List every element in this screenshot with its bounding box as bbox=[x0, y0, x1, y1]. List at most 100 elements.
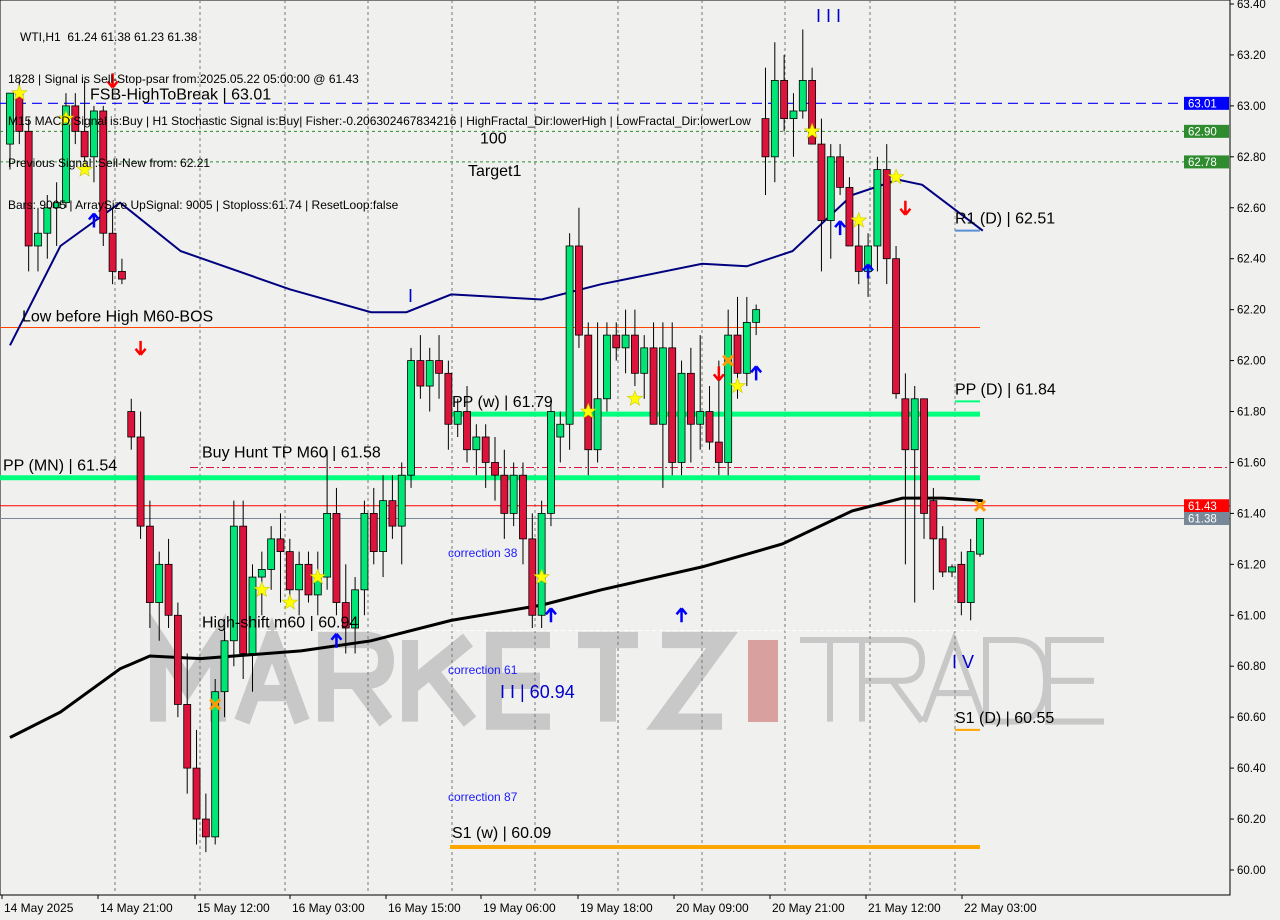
candle bbox=[118, 258, 126, 285]
time-tick-label: 16 May 15:00 bbox=[388, 901, 461, 915]
bear-candle-body bbox=[584, 334, 593, 451]
candle bbox=[826, 144, 835, 259]
star-icon bbox=[729, 377, 746, 394]
candle bbox=[556, 411, 565, 463]
price-axis-bg bbox=[1231, 0, 1280, 920]
candle bbox=[565, 233, 574, 450]
candle bbox=[966, 538, 975, 621]
bull-candle-body bbox=[453, 411, 462, 425]
candle bbox=[90, 105, 98, 183]
bull-candle-body bbox=[593, 398, 602, 451]
candle bbox=[612, 322, 621, 361]
watermark-letter bbox=[800, 636, 860, 722]
level-label: S1 (w) | 60.09 bbox=[452, 825, 551, 842]
bull-candle-body bbox=[360, 513, 369, 591]
bull-candle-body bbox=[509, 474, 518, 514]
candle bbox=[407, 347, 415, 488]
bull-candle-body bbox=[658, 347, 667, 425]
bull-candle-body bbox=[34, 232, 42, 247]
watermark-letter bbox=[150, 613, 226, 722]
bear-candle-body bbox=[444, 372, 453, 425]
levels bbox=[0, 102, 1230, 850]
candle bbox=[705, 386, 714, 450]
level-label: Low before High M60-BOS bbox=[22, 308, 213, 325]
time-tick-label: 19 May 18:00 bbox=[580, 901, 653, 915]
bull-candle-body bbox=[696, 411, 705, 425]
bear-candle-body bbox=[164, 563, 173, 616]
candle bbox=[276, 513, 285, 603]
bear-candle-body bbox=[631, 334, 639, 374]
bear-candle-body bbox=[173, 614, 182, 705]
candle bbox=[351, 577, 359, 654]
bull-candle-body bbox=[603, 334, 611, 400]
bear-candle-body bbox=[435, 360, 443, 374]
bear-candle-body bbox=[575, 245, 583, 336]
bull-candle-body bbox=[155, 563, 164, 603]
candle bbox=[976, 518, 984, 557]
candle bbox=[127, 398, 136, 450]
bear-candle-body bbox=[416, 360, 425, 387]
price-tick-label: 63.40 bbox=[1237, 0, 1266, 11]
bear-candle-body bbox=[836, 156, 844, 188]
candle bbox=[220, 628, 229, 718]
bear-candle-body bbox=[761, 118, 770, 158]
bull-candle-body bbox=[798, 80, 807, 112]
bull-candle-body bbox=[724, 334, 733, 463]
signal-line: 1828 | Signal is Sell-Stop-psar from:202… bbox=[8, 72, 359, 86]
up-arrow-icon bbox=[330, 632, 343, 648]
bull-candle-body bbox=[248, 576, 257, 654]
time-tick-label: 16 May 03:00 bbox=[292, 901, 365, 915]
candle bbox=[332, 487, 341, 616]
star-icon bbox=[10, 84, 28, 101]
bear-candle-body bbox=[276, 538, 285, 553]
correction-38-label: correction 38 bbox=[448, 546, 518, 560]
candle bbox=[43, 195, 52, 259]
bull-candle-body bbox=[966, 551, 975, 603]
candle bbox=[304, 551, 313, 603]
candle bbox=[155, 551, 164, 641]
candle bbox=[789, 93, 798, 157]
bull-candle-body bbox=[407, 360, 415, 476]
wave-3-label: I I I bbox=[816, 6, 841, 26]
candle bbox=[52, 182, 61, 246]
time-tick-label: 14 May 2025 bbox=[4, 901, 74, 915]
candle bbox=[239, 500, 248, 679]
candle bbox=[500, 449, 509, 539]
candle bbox=[360, 500, 369, 616]
star-icon bbox=[281, 593, 299, 610]
candle bbox=[668, 322, 677, 476]
cross-icon bbox=[209, 698, 222, 711]
star-icon bbox=[850, 211, 868, 228]
level-label: PP (D) | 61.84 bbox=[955, 381, 1056, 398]
correction-87-label: correction 87 bbox=[448, 790, 518, 804]
bull-candle-body bbox=[397, 474, 406, 527]
bull-candle-body bbox=[229, 525, 238, 642]
bull-candle-body bbox=[220, 640, 229, 693]
down-arrow-icon bbox=[106, 73, 119, 89]
price-tick-label: 60.20 bbox=[1237, 814, 1266, 826]
bear-candle-body bbox=[463, 411, 471, 451]
cross-icon bbox=[973, 499, 987, 512]
candle bbox=[211, 678, 220, 845]
price-tick-label: 62.00 bbox=[1237, 356, 1266, 368]
candle bbox=[742, 296, 751, 387]
candle bbox=[435, 335, 443, 399]
level-label: S1 (D) | 60.55 bbox=[955, 710, 1054, 727]
candle bbox=[34, 207, 42, 272]
level-label: High-shift m60 | 60.94 bbox=[202, 615, 358, 632]
time-tick-label: 22 May 03:00 bbox=[964, 901, 1037, 915]
star-icon bbox=[626, 389, 644, 407]
bull-candle-body bbox=[826, 156, 835, 221]
bear-candle-body bbox=[957, 563, 966, 603]
bull-candle-body bbox=[6, 92, 14, 145]
candle bbox=[724, 309, 733, 476]
bear-candle-body bbox=[705, 411, 714, 443]
down-arrow-icon bbox=[134, 340, 147, 356]
bear-candle-body bbox=[612, 334, 621, 349]
bear-candle-body bbox=[929, 500, 938, 540]
candle bbox=[379, 475, 387, 578]
signal-markers bbox=[10, 73, 987, 711]
candle bbox=[323, 449, 332, 590]
